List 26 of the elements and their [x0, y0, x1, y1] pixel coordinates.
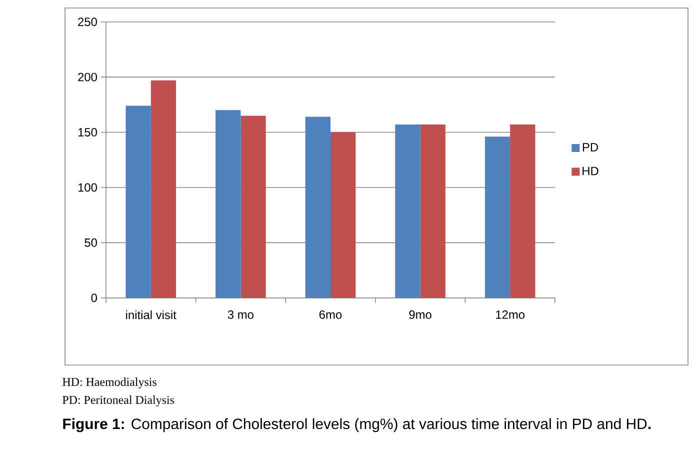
bar — [150, 80, 176, 298]
legend-label: HD — [582, 166, 598, 176]
legend-label: PD — [582, 143, 598, 152]
x-tick-label: 3 mo — [228, 310, 254, 319]
y-tick-label: 200 — [78, 72, 97, 82]
x-tick-label: 6mo — [319, 310, 342, 319]
text: PD: Peritoneal Dialysis — [62, 396, 174, 406]
bar — [330, 132, 356, 298]
y-tick-label: 0 — [91, 294, 97, 302]
x-tick-label: initial visit — [126, 310, 176, 320]
bar — [240, 116, 266, 298]
bar — [420, 124, 446, 298]
y-tick-label: 250 — [78, 18, 97, 26]
text: Figure 1: Comparison of Cholesterol levels (mg%) at various time interval in PD and HD. — [63, 418, 651, 432]
y-tick-label: 50 — [84, 238, 97, 247]
x-tick-label: 9mo — [409, 310, 432, 319]
text: HD: Haemodialysis — [62, 378, 156, 388]
x-tick-label: 12mo — [496, 310, 525, 319]
bar — [126, 106, 151, 298]
bar — [216, 110, 241, 298]
y-tick-label: 150 — [78, 128, 97, 136]
bar — [484, 136, 510, 298]
bar — [510, 124, 536, 298]
y-tick-label: 100 — [78, 183, 97, 192]
bar — [305, 116, 330, 298]
bar — [395, 124, 420, 298]
